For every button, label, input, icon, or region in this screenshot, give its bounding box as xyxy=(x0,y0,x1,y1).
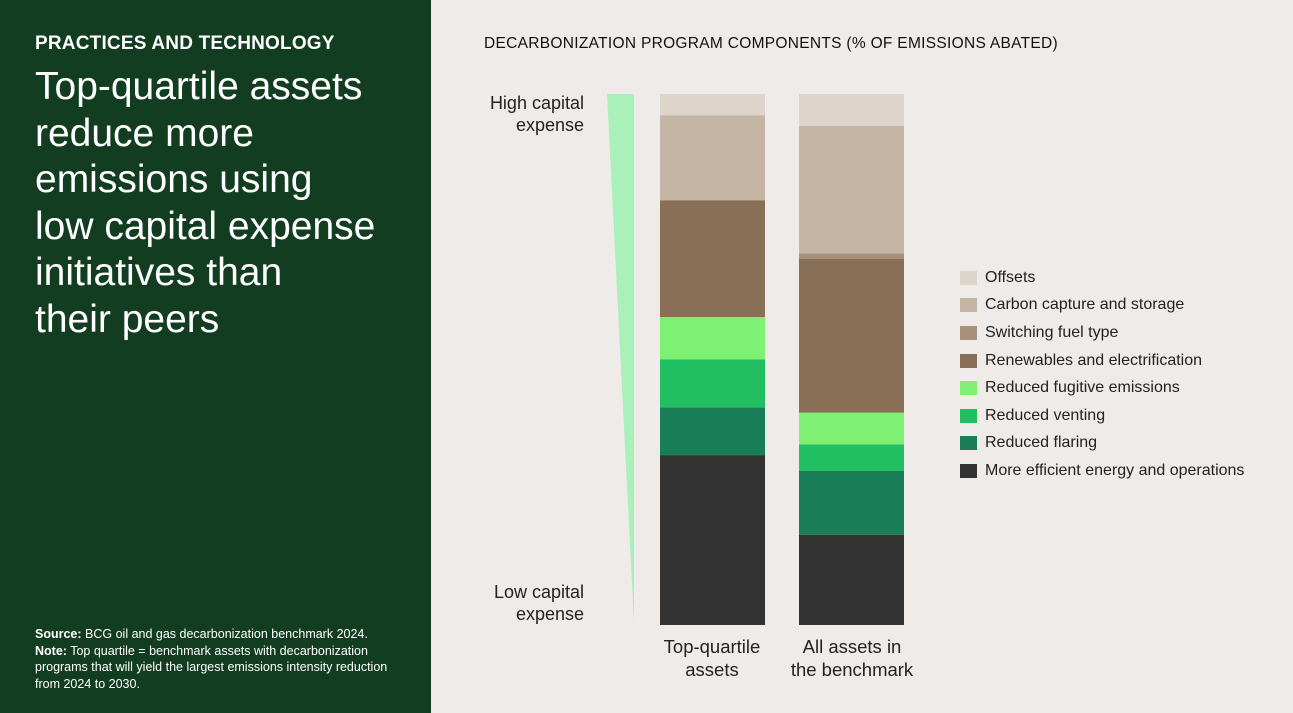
bar-segments xyxy=(660,94,904,625)
bar-segment-offsets-1 xyxy=(799,94,904,126)
legend-item: Reduced flaring xyxy=(960,430,1244,458)
bar-segment-reduced-flaring-1 xyxy=(799,471,904,535)
category-label-top-quartile-line1: Top-quartile xyxy=(664,636,761,657)
capital-expense-wedge xyxy=(607,94,634,623)
category-label-all-assets-line2: the benchmark xyxy=(791,659,914,680)
legend-item: Carbon capture and storage xyxy=(960,292,1244,320)
legend-label: Reduced venting xyxy=(985,406,1106,424)
legend-label: Reduced fugitive emissions xyxy=(985,379,1180,397)
category-label-top-quartile-line2: assets xyxy=(685,659,738,680)
bar-segment-offsets-0 xyxy=(660,94,765,116)
legend-label: Switching fuel type xyxy=(985,323,1119,341)
category-label-all-assets-line1: All assets in xyxy=(803,636,902,657)
legend-label: Renewables and electrification xyxy=(985,351,1203,369)
note-label: Note: xyxy=(35,643,67,658)
chart-title: DECARBONIZATION PROGRAM COMPONENTS (% OF… xyxy=(484,35,1059,52)
note-text: Top quartile = benchmark assets with dec… xyxy=(35,643,388,691)
headline-line: Top-quartile assets xyxy=(35,65,363,108)
legend-item: Reduced venting xyxy=(960,402,1244,430)
left-panel: PRACTICES AND TECHNOLOGY Top-quartile as… xyxy=(0,0,431,713)
legend-swatch xyxy=(960,408,977,423)
y-label-low-line1: Low capital xyxy=(494,582,584,602)
headline-line: reduce more xyxy=(35,111,254,155)
note-line: Note: Top quartile = benchmark assets wi… xyxy=(35,643,395,693)
headline-line: emissions using xyxy=(35,158,313,201)
bar-segment-more-efficient-energy-and-operations-0 xyxy=(660,455,765,625)
legend-item: Offsets xyxy=(960,264,1244,292)
bar-segment-renewables-and-electrification-1 xyxy=(799,258,904,413)
legend-item: Renewables and electrification xyxy=(960,347,1244,375)
bar-segment-carbon-capture-and-storage-0 xyxy=(660,115,765,201)
legend-item: Reduced fugitive emissions xyxy=(960,374,1244,402)
bar-segment-reduced-fugitive-emissions-0 xyxy=(660,317,765,360)
headline: Top-quartile assets reduce more emission… xyxy=(35,64,405,343)
bar-segment-more-efficient-energy-and-operations-1 xyxy=(799,534,904,625)
legend-swatch xyxy=(960,436,977,451)
bar-segment-carbon-capture-and-storage-1 xyxy=(799,125,904,254)
legend-swatch xyxy=(960,325,977,340)
y-label-low-line2: expense xyxy=(516,604,584,624)
y-label-high-line2: expense xyxy=(516,115,584,135)
bar-segment-reduced-venting-0 xyxy=(660,359,765,408)
legend-label: Carbon capture and storage xyxy=(985,296,1185,314)
legend-label: More efficient energy and operations xyxy=(985,461,1245,479)
legend-item: More efficient energy and operations xyxy=(960,457,1244,485)
footnote: Source: BCG oil and gas decarbonization … xyxy=(35,626,395,692)
y-label-high-line1: High capital xyxy=(490,93,584,113)
legend-item: Switching fuel type xyxy=(960,319,1244,347)
bar-segment-reduced-fugitive-emissions-1 xyxy=(799,412,904,445)
bar-segment-reduced-venting-1 xyxy=(799,444,904,472)
headline-line: their peers xyxy=(35,297,220,341)
bar-segment-renewables-and-electrification-0 xyxy=(660,200,765,318)
legend-label: Offsets xyxy=(985,268,1036,286)
section-eyebrow: PRACTICES AND TECHNOLOGY xyxy=(35,33,335,54)
legend-swatch xyxy=(960,298,977,313)
headline-line: initiatives than xyxy=(35,251,283,294)
legend: Offsets Carbon capture and storage Switchi… xyxy=(960,264,1244,485)
source-label: Source: xyxy=(35,627,82,641)
bar-segment-switching-fuel-type-1 xyxy=(799,253,904,259)
legend-label: Reduced flaring xyxy=(985,434,1098,452)
legend-swatch xyxy=(960,270,977,285)
bar-segment-reduced-flaring-0 xyxy=(660,407,765,456)
source-line: Source: BCG oil and gas decarbonization … xyxy=(35,626,395,643)
source-text: BCG oil and gas decarbonization benchmar… xyxy=(85,627,368,641)
headline-line: low capital expense xyxy=(35,204,376,248)
legend-swatch xyxy=(960,381,977,396)
legend-swatch xyxy=(960,463,977,478)
legend-swatch xyxy=(960,353,977,368)
